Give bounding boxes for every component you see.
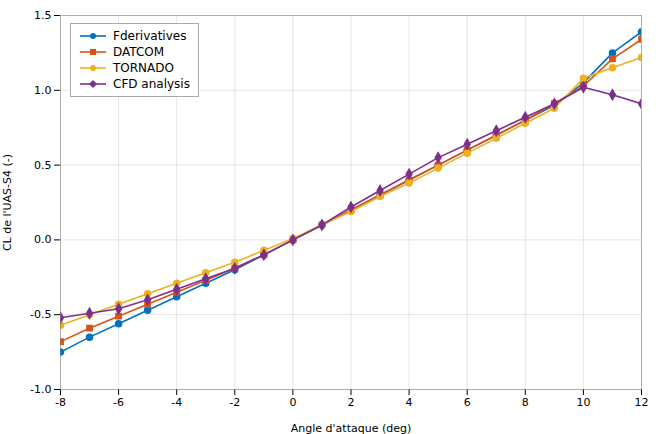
svg-text:-4: -4 bbox=[171, 396, 182, 409]
svg-text:12: 12 bbox=[635, 396, 649, 409]
svg-text:-2: -2 bbox=[229, 396, 240, 409]
svg-text:-8: -8 bbox=[55, 396, 66, 409]
svg-text:1.0: 1.0 bbox=[34, 84, 52, 97]
svg-text:0.0: 0.0 bbox=[34, 233, 52, 246]
svg-text:6: 6 bbox=[464, 396, 471, 409]
svg-text:2: 2 bbox=[348, 396, 355, 409]
svg-text:-6: -6 bbox=[113, 396, 124, 409]
html-text:CFD analysis: CFD analysis bbox=[113, 77, 190, 91]
html-text:DATCOM: DATCOM bbox=[113, 45, 165, 59]
svg-text:-0.5: -0.5 bbox=[30, 308, 51, 321]
svg-text:CL de l'UAS-S4 (-): CL de l'UAS-S4 (-) bbox=[1, 154, 14, 251]
svg-text:Angle d'attaque (deg): Angle d'attaque (deg) bbox=[291, 422, 411, 434]
html-text:TORNADO: TORNADO bbox=[113, 61, 174, 75]
svg-text:-1.0: -1.0 bbox=[30, 383, 51, 396]
svg-text:8: 8 bbox=[522, 396, 529, 409]
svg-text:1.5: 1.5 bbox=[34, 9, 52, 22]
svg-text:10: 10 bbox=[576, 396, 590, 409]
svg-text:4: 4 bbox=[406, 396, 413, 409]
svg-text:0: 0 bbox=[289, 396, 296, 409]
html-text:Fderivatives: Fderivatives bbox=[113, 29, 187, 43]
svg-text:0.5: 0.5 bbox=[34, 159, 52, 172]
